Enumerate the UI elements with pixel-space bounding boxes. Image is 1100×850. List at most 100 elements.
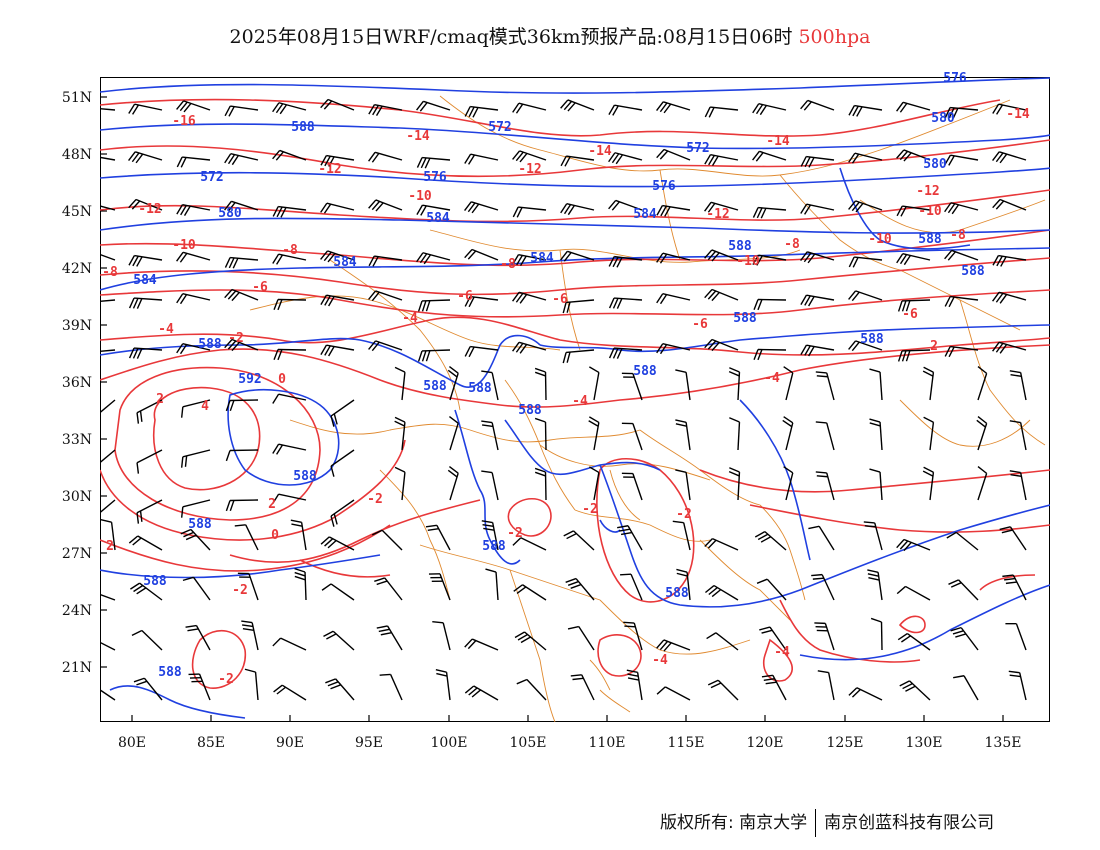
- wind-barb-flag: [663, 642, 672, 652]
- wind-barb-flag: [176, 293, 184, 304]
- wind-barb-flag: [851, 201, 860, 212]
- wind-barb-flag: [620, 573, 632, 576]
- wind-barb-flag: [83, 684, 92, 690]
- wind-barb-shaft: [902, 205, 931, 211]
- wind-barb-shaft: [374, 255, 403, 261]
- temperature-label: -4: [652, 653, 668, 668]
- wind-barb-shaft: [422, 156, 451, 161]
- wind-barb-flag: [848, 290, 857, 300]
- lon-label: 95E: [355, 735, 383, 751]
- temperature-label: -8: [282, 243, 298, 258]
- wind-barb-flag: [481, 520, 493, 524]
- temperature-label: -2: [232, 583, 248, 598]
- wind-barb-flag: [324, 295, 331, 306]
- wind-barb-flag: [515, 342, 524, 353]
- wind-barb-flag: [224, 200, 232, 211]
- temperature-contours: [100, 98, 1050, 689]
- wind-barb-shaft: [906, 632, 931, 651]
- wind-barb-flag: [804, 345, 811, 356]
- wind-barb-flag: [563, 252, 572, 262]
- wind-barb-flag: [760, 536, 772, 543]
- wind-barb-shaft: [633, 622, 643, 651]
- wind-barb-shaft: [332, 630, 355, 651]
- wind-barb-shaft: [134, 103, 163, 111]
- wind-barb-flag: [82, 637, 90, 644]
- wind-barb-shaft: [826, 472, 835, 501]
- wind-barb-shaft: [520, 537, 547, 551]
- wind-barb-flag: [427, 528, 439, 531]
- temperature-label: -10: [868, 232, 892, 247]
- wind-barb-flag: [368, 290, 377, 300]
- height-label: 584: [530, 251, 554, 266]
- wind-barb-flag: [944, 249, 953, 260]
- wind-barb-flag: [294, 567, 306, 573]
- wind-barb-flag: [371, 291, 380, 302]
- wind-barb-shaft: [630, 573, 643, 601]
- wind-barb-shaft: [929, 422, 935, 451]
- height-label: 588: [665, 586, 689, 601]
- temperature-contour-line: [100, 189, 1050, 223]
- height-label: 576: [652, 179, 676, 194]
- wind-barb-flag: [899, 540, 909, 550]
- wind-barb-shaft: [855, 340, 883, 351]
- wind-barb-flag: [368, 151, 376, 162]
- wind-barb-flag: [627, 677, 639, 681]
- wind-barb-flag: [567, 580, 579, 586]
- lat-label: 48N: [62, 147, 92, 163]
- wind-barb-flag: [800, 294, 808, 306]
- wind-barb-flag: [675, 419, 687, 423]
- temperature-label: -10: [918, 204, 942, 219]
- wind-barb-shaft: [806, 203, 835, 211]
- wind-barb-flag: [848, 152, 856, 163]
- wind-barb-shaft: [470, 105, 499, 111]
- wind-barb-flag: [320, 155, 327, 166]
- height-label: 580: [923, 157, 947, 172]
- wind-barb-flag: [1010, 373, 1022, 378]
- wind-barb-flag: [944, 346, 951, 357]
- wind-barb-flag: [855, 202, 864, 213]
- wind-barb-flag: [468, 687, 478, 696]
- wind-barb-flag: [808, 525, 820, 530]
- wind-barb-flag: [139, 510, 143, 522]
- wind-barb-flag: [800, 251, 808, 262]
- border-line: [599, 599, 751, 655]
- wind-barb-flag: [588, 466, 600, 474]
- wind-barb-shaft: [100, 156, 116, 161]
- height-label: 588: [423, 379, 447, 394]
- contour-labels: 584 588 572 572 572 576 576 576 580 580 580 584 584 5…: [102, 71, 1030, 687]
- wind-barb-flag: [761, 674, 773, 678]
- wind-barb-flag: [996, 255, 1003, 267]
- wind-barb-flag: [467, 640, 477, 650]
- temperature-label: -4: [158, 322, 174, 337]
- wind-barb-flag: [923, 366, 934, 373]
- wind-barb-flag: [376, 625, 388, 629]
- wind-barb-flag: [944, 107, 951, 118]
- wind-barb-flag: [729, 417, 740, 423]
- wind-barb-flag: [180, 406, 184, 418]
- wind-barb-flag: [179, 344, 188, 355]
- wind-barb-shaft: [958, 579, 979, 601]
- lat-label: 39N: [62, 318, 92, 334]
- wind-barb-shaft: [955, 531, 979, 551]
- temperature-label: -2: [367, 492, 383, 507]
- wind-barb-flag: [711, 589, 722, 598]
- wind-barb-flag: [132, 104, 140, 115]
- wind-barb-flag: [241, 620, 253, 624]
- wind-barb-flag: [729, 367, 740, 373]
- wind-barb-shaft: [1019, 472, 1027, 501]
- wind-barb-shaft: [182, 499, 211, 508]
- wind-barb-flag: [760, 207, 767, 219]
- lat-label: 36N: [62, 375, 92, 391]
- temperature-label: -6: [457, 289, 473, 304]
- lon-label: 135E: [985, 735, 1022, 751]
- wind-barb-flag: [761, 629, 773, 634]
- wind-barb-flag: [608, 347, 615, 359]
- wind-barb-shaft: [566, 203, 595, 211]
- wind-barb-flag: [416, 204, 424, 216]
- temperature-label: -14: [406, 129, 430, 144]
- wind-barb-flag: [815, 421, 827, 424]
- wind-barb-flag: [616, 257, 623, 268]
- wind-barb-flag: [272, 149, 281, 160]
- wind-barb-flag: [675, 423, 687, 427]
- wind-barb-shaft: [566, 155, 595, 161]
